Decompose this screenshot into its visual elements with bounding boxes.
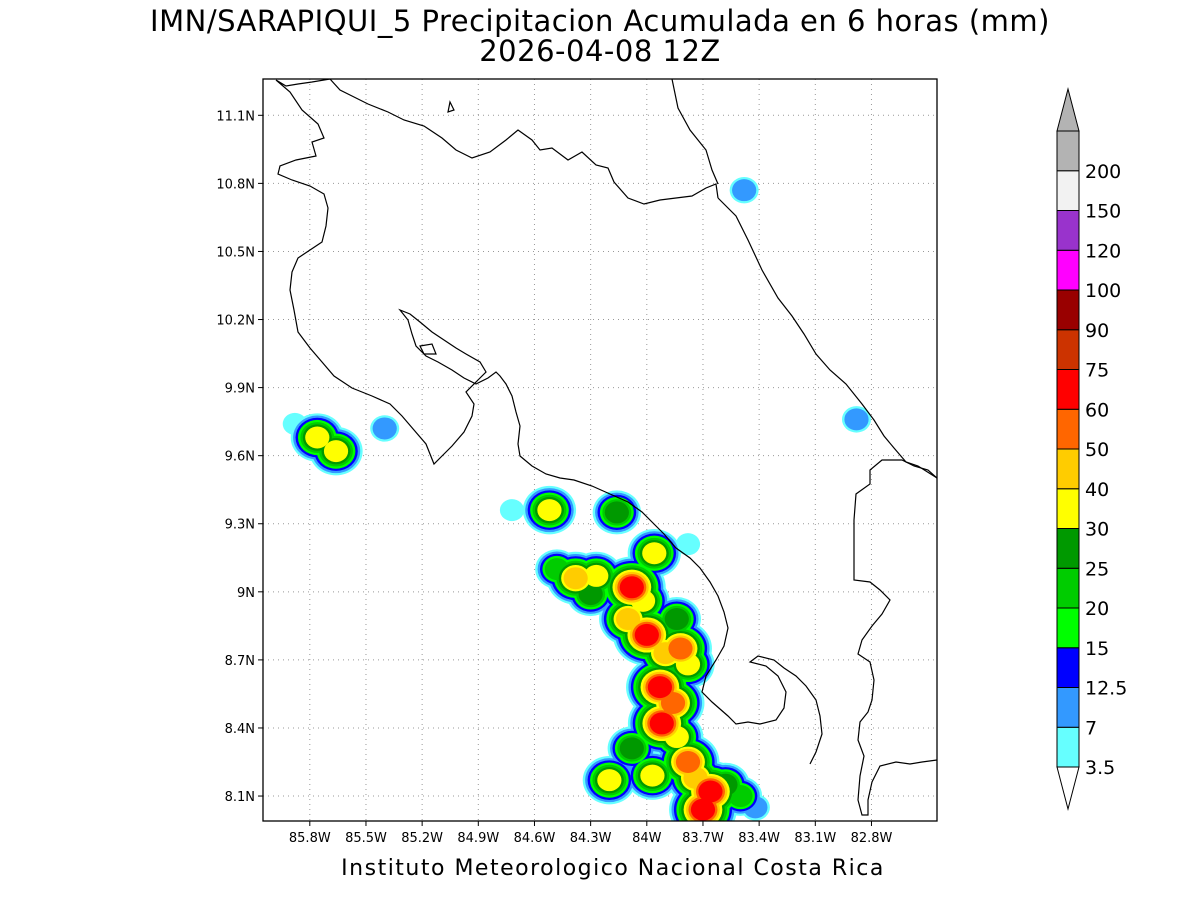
caribbean-coast (671, 79, 937, 479)
tick-label-lat: 8.1N (225, 790, 255, 805)
colorbar-label: 20 (1085, 598, 1109, 620)
pacific-coast (275, 79, 823, 765)
colorbar-swatch (1056, 448, 1080, 490)
precip-cell (732, 179, 757, 202)
colorbar-label: 60 (1085, 399, 1109, 421)
tick-label-lon: 85.2W (401, 831, 443, 846)
precip-cell (305, 426, 330, 449)
colorbar-over-arrow (1056, 87, 1080, 132)
tick-label-lat: 9.3N (225, 518, 255, 533)
colorbar-swatch (1056, 528, 1080, 569)
colorbar-swatch (1056, 369, 1080, 410)
precip-cell (698, 780, 723, 803)
tick-label-lon: 85.8W (289, 831, 331, 846)
precip-cell (372, 417, 397, 440)
precip-cell (642, 542, 667, 565)
map-title: IMN/SARAPIQUI_5 Precipitacion Acumulada … (150, 4, 1050, 38)
precip-cell (660, 692, 686, 715)
colorbar-label: 120 (1085, 240, 1121, 262)
precip-cell (664, 608, 689, 631)
precip-cell (690, 798, 716, 821)
tick-label-lat: 9N (237, 586, 255, 601)
tick-label-lon: 82.8W (851, 831, 893, 846)
graticule-grid (263, 79, 937, 821)
tick-label-lat: 9.6N (225, 450, 255, 465)
colorbar-label: 3.5 (1085, 757, 1115, 779)
precip-cell (640, 764, 665, 787)
colorbar-label: 75 (1085, 360, 1109, 382)
plot-frame (262, 78, 938, 822)
precip-cell (604, 501, 629, 524)
tick-label-lat: 8.4N (225, 722, 255, 737)
precip-cell (844, 408, 869, 431)
colorbar-label: 7 (1085, 717, 1097, 739)
panama-border (853, 459, 937, 816)
colorbar-label: 90 (1085, 320, 1109, 342)
lake-island (419, 343, 437, 355)
precip-cell (499, 499, 525, 522)
tick-label-lat: 9.9N (225, 382, 255, 397)
precip-cell (619, 576, 644, 599)
precip-cell (675, 751, 701, 774)
colorbar-swatch (1056, 726, 1080, 768)
colorbar-legend: 3.5 7 12.5 15 20 25 30 40 50 60 75 90 100 120 150 200 (1056, 87, 1127, 811)
colorbar-label: 150 (1085, 201, 1121, 223)
precip-cell (647, 676, 673, 699)
tick-label-lat: 10.5N (216, 245, 255, 260)
tick-label-lon: 85.5W (345, 831, 387, 846)
precip-cell (563, 567, 588, 590)
colorbar-swatch (1056, 567, 1080, 609)
colorbar-swatch (1056, 130, 1080, 172)
precip-cell (323, 440, 349, 463)
colorbar-under-arrow (1056, 766, 1080, 811)
tick-label-lat: 8.7N (225, 654, 255, 669)
colorbar-label: 12.5 (1085, 678, 1127, 700)
colorbar-swatch (1056, 607, 1080, 649)
colorbar-label: 200 (1085, 161, 1121, 183)
colorbar-label: 100 (1085, 280, 1121, 302)
precip-cell (668, 637, 693, 660)
precip-cell (597, 769, 622, 792)
axis-ticks: 85.8W 85.5W 85.2W 84.9W 84.6W 84.3W 84W 83.7W 83… (216, 109, 892, 846)
tick-label-lon: 84W (632, 831, 662, 846)
lake-nicaragua-islet (447, 100, 455, 113)
colorbar-swatch (1056, 249, 1080, 291)
precip-cell (537, 499, 562, 522)
tick-label-lon: 84.3W (570, 831, 612, 846)
precipitation-field (282, 176, 872, 821)
colorbar-label: 30 (1085, 519, 1109, 541)
precip-cell (615, 608, 641, 631)
precip-cell (619, 737, 644, 760)
tick-label-lon: 83.4W (738, 831, 780, 846)
colorbar-swatch (1056, 210, 1080, 251)
tick-label-lat: 11.1N (216, 109, 255, 124)
colorbar-label: 40 (1085, 479, 1109, 501)
colorbar-label: 15 (1085, 638, 1109, 660)
precip-cell (584, 564, 609, 587)
coastlines-borders (275, 79, 937, 816)
colorbar-swatch (1056, 647, 1080, 688)
colorbar-label: 25 (1085, 558, 1109, 580)
colorbar-swatch (1056, 170, 1080, 211)
tick-label-lon: 84.9W (457, 831, 499, 846)
tick-label-lat: 10.2N (216, 314, 255, 329)
precip-cell (675, 533, 701, 556)
nicaragua-border (329, 79, 719, 205)
credit-text: Instituto Meteorologico Nacional Costa R… (341, 856, 885, 881)
tick-label-lat: 10.8N (216, 177, 255, 192)
colorbar-swatch (1056, 289, 1080, 331)
tick-label-lon: 83.7W (682, 831, 724, 846)
precip-cell (649, 712, 674, 735)
colorbar-swatch (1056, 687, 1080, 728)
tick-label-lon: 84.6W (514, 831, 556, 846)
colorbar-swatch (1056, 329, 1080, 370)
tick-label-lon: 83.1W (794, 831, 836, 846)
map-subtitle-datetime: 2026-04-08 12Z (479, 34, 721, 68)
colorbar-swatch (1056, 488, 1080, 529)
colorbar-swatch (1056, 408, 1080, 450)
precip-cell (634, 623, 659, 646)
colorbar-label: 50 (1085, 439, 1109, 461)
